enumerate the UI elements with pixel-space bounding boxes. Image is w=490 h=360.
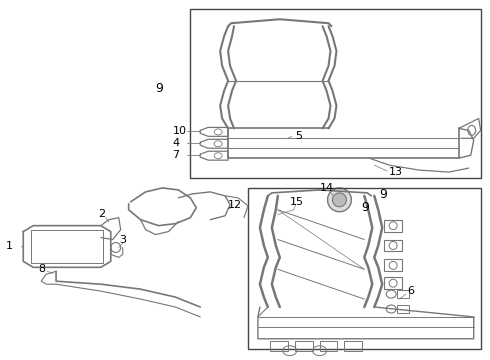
Bar bbox=[319, 341, 338, 351]
Ellipse shape bbox=[333, 193, 346, 207]
Bar bbox=[344, 341, 362, 351]
Bar bbox=[248, 188, 481, 349]
Text: 5: 5 bbox=[294, 131, 302, 141]
Text: 9: 9 bbox=[361, 201, 369, 214]
Text: 10: 10 bbox=[172, 126, 186, 136]
Bar bbox=[270, 341, 288, 351]
Bar bbox=[384, 220, 402, 231]
Text: 7: 7 bbox=[172, 150, 179, 160]
Text: 6: 6 bbox=[407, 286, 414, 296]
Bar bbox=[190, 9, 481, 178]
Bar bbox=[397, 305, 409, 313]
Text: 2: 2 bbox=[98, 209, 105, 219]
Text: 3: 3 bbox=[119, 234, 126, 244]
Text: 12: 12 bbox=[228, 200, 242, 210]
Text: 1: 1 bbox=[5, 242, 12, 252]
Text: 14: 14 bbox=[319, 183, 334, 193]
Bar bbox=[397, 290, 409, 298]
Text: 15: 15 bbox=[290, 197, 304, 207]
Text: 9: 9 bbox=[379, 188, 387, 201]
Text: 4: 4 bbox=[172, 138, 179, 148]
Bar bbox=[384, 277, 402, 289]
Bar bbox=[384, 239, 402, 251]
Bar bbox=[384, 260, 402, 271]
Text: 13: 13 bbox=[389, 167, 403, 177]
Text: 9: 9 bbox=[155, 82, 163, 95]
Bar bbox=[294, 341, 313, 351]
Text: 8: 8 bbox=[38, 264, 45, 274]
Ellipse shape bbox=[327, 188, 351, 212]
